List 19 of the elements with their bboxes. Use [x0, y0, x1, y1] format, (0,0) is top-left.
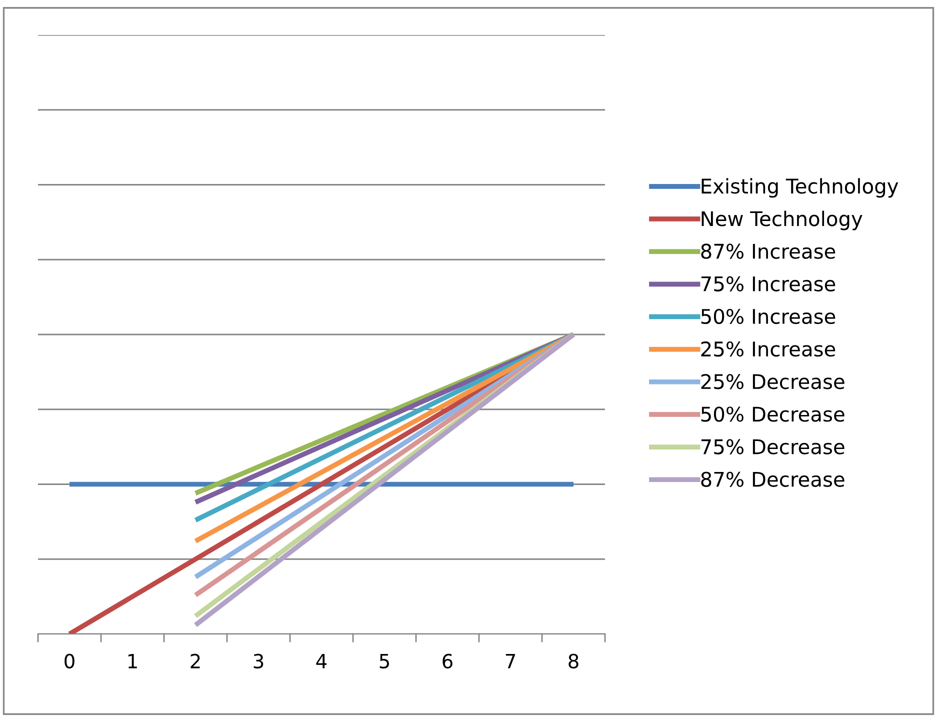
x-tick-label: 8	[568, 654, 578, 668]
x-tick-label: 7	[506, 654, 516, 668]
legend-label: 25% Increase	[701, 341, 836, 357]
legend-label: 50% Increase	[701, 308, 836, 324]
x-tick-label: 4	[316, 654, 327, 668]
legend-label: 87% Decrease	[701, 472, 844, 487]
legend-label: New Technology	[702, 210, 862, 230]
x-tick-label: 3	[254, 654, 264, 668]
legend-label: 25% Decrease	[701, 374, 844, 390]
legend-label: Existing Technology	[702, 178, 898, 198]
legend-label: 50% Decrease	[701, 406, 844, 422]
legend-label: 87% Increase	[701, 244, 836, 259]
legend-label: 75% Increase	[701, 276, 836, 292]
x-tick-label: 0	[64, 654, 74, 668]
x-tick-label: 6	[442, 654, 452, 668]
x-tick-label: 1	[128, 654, 137, 668]
x-tick-label: 5	[380, 654, 389, 668]
legend-label: 75% Decrease	[701, 439, 844, 454]
x-tick-label: 2	[190, 654, 200, 668]
